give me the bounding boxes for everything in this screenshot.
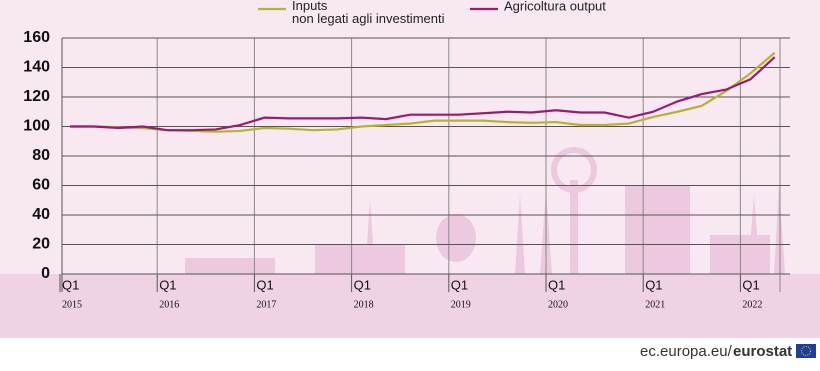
grid (61, 37, 790, 292)
x-year-label: 2015 (62, 299, 82, 310)
x-year-label: 2022 (742, 299, 762, 310)
eu-stars (801, 346, 811, 356)
x-tick-label: Q1 (62, 277, 79, 292)
y-tick-label: 40 (32, 206, 50, 223)
y-tick-label: 80 (32, 147, 50, 164)
footer-site: ec.europa.eu/ (640, 343, 733, 360)
legend-label: Inputs non legati agli investimenti (292, 0, 445, 26)
y-tick-label: 160 (23, 29, 50, 46)
x-year-label: 2017 (256, 299, 276, 310)
series-line (70, 56, 776, 132)
plot-background (0, 0, 820, 274)
y-tick-label: 140 (23, 59, 50, 76)
y-tick-label: 100 (23, 118, 50, 135)
y-tick-label: 60 (32, 177, 50, 194)
y-tick-label: 120 (23, 88, 50, 105)
x-tick-label: Q1 (159, 277, 176, 292)
x-tick-label: Q1 (645, 277, 662, 292)
x-tick-label: Q1 (451, 277, 468, 292)
y-tick-label: 0 (41, 265, 50, 282)
legend-label: Agricoltura output (504, 0, 606, 13)
x-year-label: 2018 (354, 299, 374, 310)
x-tick-label: Q1 (256, 277, 273, 292)
decoration (185, 147, 785, 274)
footer: ec.europa.eu/ eurostat (640, 343, 816, 360)
x-tick-label: Q1 (354, 277, 371, 292)
y-tick-label: 20 (32, 236, 50, 253)
x-year-label: 2019 (451, 299, 471, 310)
eu-flag (796, 344, 816, 358)
x-year-label: 2021 (645, 299, 665, 310)
x-tick-label: Q1 (548, 277, 565, 292)
x-year-label: 2020 (548, 299, 568, 310)
x-year-label: 2016 (159, 299, 179, 310)
x-tick-label: Q1 (742, 277, 759, 292)
footer-brand: eurostat (733, 343, 792, 360)
axis-band (0, 274, 820, 338)
